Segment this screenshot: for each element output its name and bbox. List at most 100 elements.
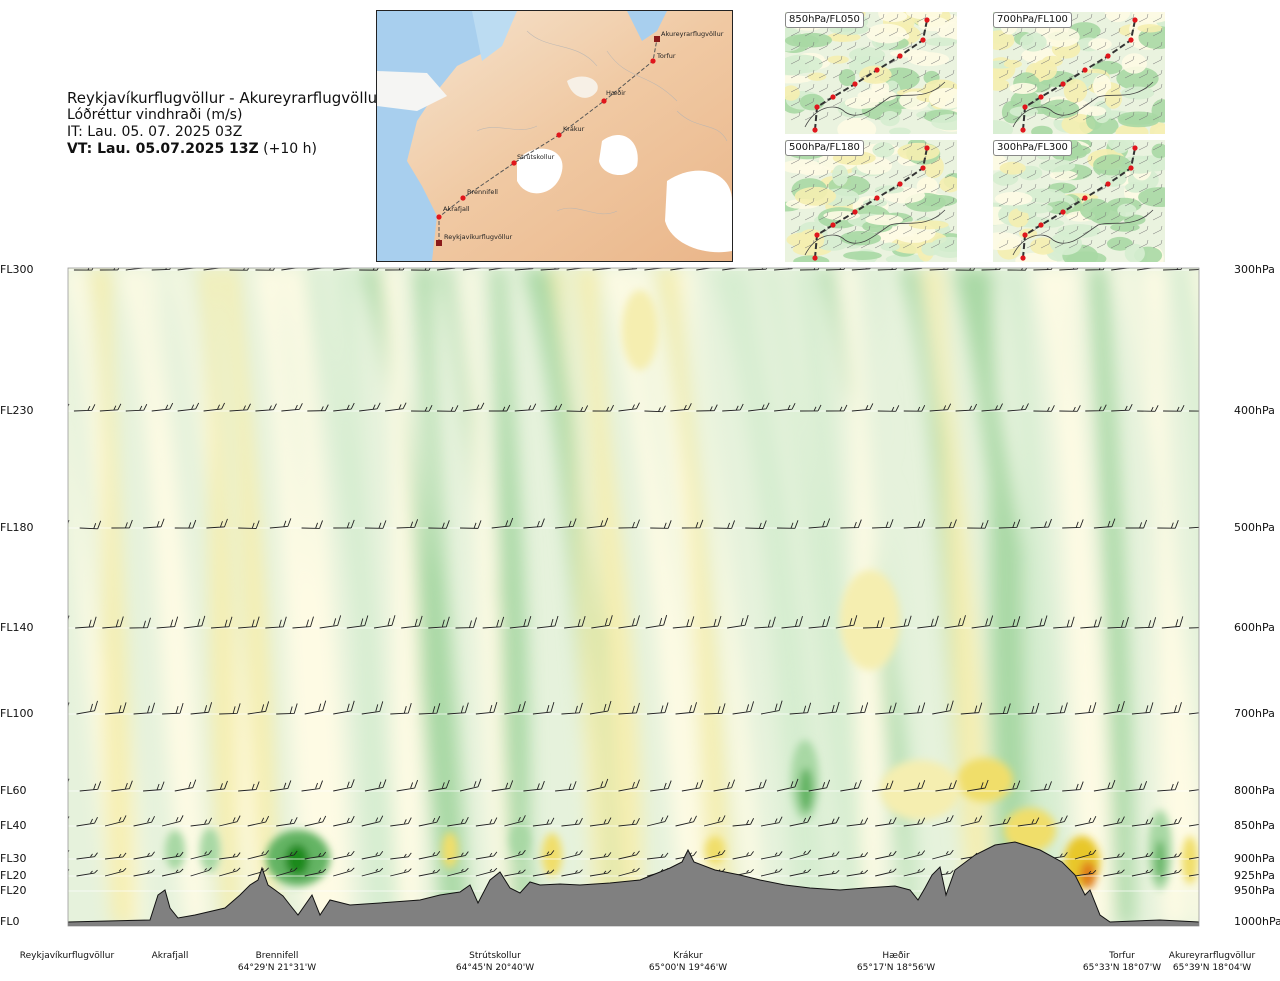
wind-barb [281, 268, 299, 271]
field-band [1189, 268, 1199, 326]
hpa-label: 300hPa [1234, 263, 1275, 276]
mini-barb [1152, 197, 1163, 207]
mini-barb [1124, 41, 1135, 51]
mini-barb [1152, 41, 1163, 51]
location-label: Krákur 65°00'N 19°46'W [628, 950, 748, 974]
mini-barb [874, 41, 885, 51]
wind-barb [364, 779, 387, 792]
mini-map-cell [1015, 252, 1058, 262]
field-cell [799, 768, 813, 812]
mini-barb [846, 225, 857, 235]
mini-map-waypoint [814, 232, 820, 238]
mini-map-cell [889, 127, 911, 134]
wind-barb [333, 850, 355, 860]
field-band [1002, 268, 1064, 926]
hpa-label: 400hPa [1234, 404, 1275, 417]
wind-barb [265, 616, 287, 629]
fl-label: FL40 [0, 819, 27, 832]
field-band [575, 268, 643, 926]
wind-barb [1074, 815, 1097, 827]
wind-barb [761, 816, 783, 827]
mini-barb [790, 211, 801, 221]
wind-barb [1160, 817, 1182, 827]
wind-barb [1107, 617, 1129, 629]
mini-barb [1138, 69, 1149, 79]
mini-barb [1068, 111, 1079, 121]
wind-barb [1125, 519, 1148, 529]
wind-barb [1188, 789, 1199, 792]
wind-barb [1046, 702, 1068, 715]
wind-barb [818, 851, 840, 860]
field-band [654, 268, 734, 926]
mini-barb [930, 27, 941, 37]
mini-barb [846, 27, 857, 37]
wind-barb [504, 869, 526, 877]
wind-barb [183, 615, 206, 629]
mini-barb [902, 41, 913, 51]
wind-barb [1103, 701, 1125, 715]
location-name: Akureyrarflugvöllur [1168, 951, 1256, 961]
mini-barb [888, 97, 899, 107]
wind-barb [111, 780, 133, 792]
mini-barb [1152, 155, 1163, 165]
field-cell [1004, 808, 1056, 852]
mini-barb [818, 55, 829, 65]
mini-barb [818, 27, 829, 37]
wind-barb [301, 780, 323, 792]
wind-barb [1025, 615, 1048, 629]
mini-barb [930, 169, 941, 179]
wind-barb [1103, 869, 1125, 877]
mini-barb [1138, 197, 1149, 207]
wind-barb [703, 850, 726, 860]
mini-barb [874, 211, 885, 221]
mini-barb [1152, 111, 1163, 121]
wind-barb [1085, 404, 1107, 412]
wind-barb [361, 867, 384, 877]
wind-barb [618, 779, 640, 792]
wind-barb [592, 268, 612, 271]
mini-barb [790, 97, 801, 107]
wind-barb [967, 779, 989, 792]
mini-barb [874, 155, 885, 165]
wind-barb [789, 815, 812, 827]
map-marker-torfur [650, 58, 656, 64]
mini-barb [1096, 111, 1107, 121]
mini-map-cell [999, 161, 1026, 175]
wind-barb [846, 817, 869, 827]
wind-barb [133, 869, 155, 877]
mini-map-700: 700hPa/FL100 [993, 12, 1165, 134]
mini-map-waypoint [1060, 209, 1066, 215]
mini-barb [998, 211, 1009, 221]
wind-barb [1053, 616, 1075, 629]
wind-barb [1163, 268, 1183, 271]
mini-map-waypoint [897, 53, 903, 59]
mini-barb [874, 141, 885, 151]
mini-barb [1096, 239, 1107, 249]
mini-barb [902, 225, 913, 235]
mini-barb [944, 83, 955, 93]
mini-barb [804, 197, 815, 207]
mini-barb [1068, 55, 1079, 65]
fl-label: FL0 [0, 915, 20, 928]
wind-barb [247, 701, 270, 715]
mini-barb [1124, 225, 1135, 235]
wind-barb [670, 403, 692, 412]
field-band [253, 268, 331, 926]
wind-barb [359, 402, 381, 412]
mini-map-cell [785, 75, 812, 84]
wind-barb [428, 520, 450, 529]
mini-barb [916, 211, 927, 221]
mini-barb [1026, 211, 1037, 221]
field-cell [1080, 861, 1096, 889]
wind-barb [428, 616, 450, 629]
wind-barb [564, 615, 586, 629]
wind-barb [504, 701, 526, 715]
mini-map-cell [832, 164, 849, 186]
mini-barb [902, 111, 913, 121]
mini-barb [916, 111, 927, 121]
wind-barb [333, 867, 355, 877]
wind-barb [462, 402, 485, 412]
wind-barb [143, 781, 165, 792]
mini-map-cell [1110, 222, 1140, 232]
wind-barb [436, 405, 459, 412]
